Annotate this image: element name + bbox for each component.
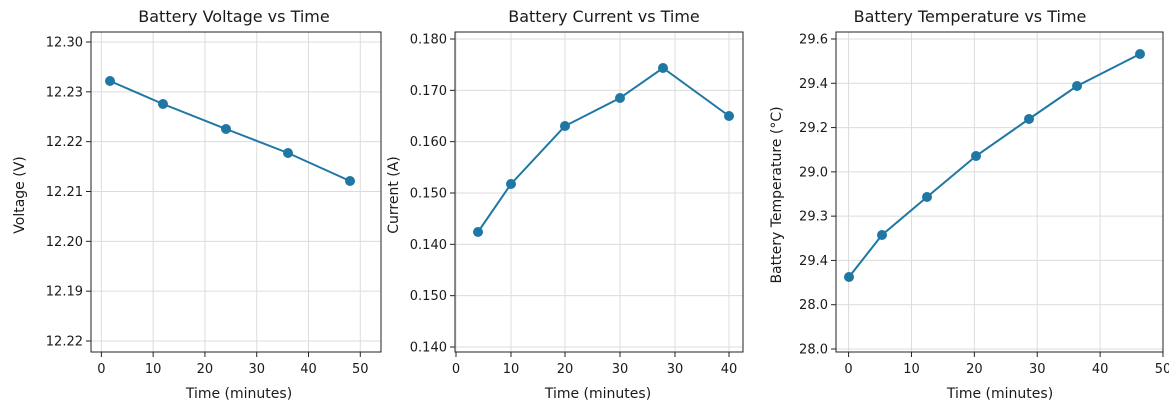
data-point xyxy=(877,230,887,240)
x-axis-label: Time (minutes) xyxy=(544,386,651,402)
x-tick-label: 10 xyxy=(503,362,520,377)
data-point xyxy=(473,227,483,237)
data-point xyxy=(560,121,570,131)
current-chart: Battery Current vs Time Time (minutes) C… xyxy=(386,7,744,402)
x-tick-label: 20 xyxy=(557,362,574,377)
y-tick-label: 0.180 xyxy=(410,33,447,48)
data-point xyxy=(506,179,516,189)
chart-title: Battery Current vs Time xyxy=(508,7,700,26)
x-tick-label: 30 xyxy=(612,362,629,377)
data-point xyxy=(658,63,668,73)
y-tick-label: 12.21 xyxy=(46,185,83,200)
data-point xyxy=(158,99,168,109)
x-tick-label: 10 xyxy=(903,362,920,377)
y-axis-label: Battery Temperature (°C) xyxy=(769,106,785,283)
y-tick-label: 0.140 xyxy=(410,238,447,253)
x-tick-label: 50 xyxy=(1155,362,1169,377)
data-point xyxy=(615,93,625,103)
x-axis-label: Time (minutes) xyxy=(185,386,292,402)
y-tick-label: 29.2 xyxy=(799,121,828,136)
chart-title: Battery Temperature vs Time xyxy=(854,7,1087,26)
y-tick-label: 29.6 xyxy=(799,33,828,48)
data-point xyxy=(105,76,115,86)
y-tick-label: 0.160 xyxy=(410,135,447,150)
x-tick-label: 30 xyxy=(1029,362,1046,377)
data-point xyxy=(1135,49,1145,59)
data-point xyxy=(724,111,734,121)
data-point xyxy=(922,192,932,202)
y-axis-label: Voltage (V) xyxy=(12,156,28,233)
y-tick-label: 0.170 xyxy=(410,84,447,99)
x-tick-label: 40 xyxy=(300,362,317,377)
x-tick-label: 50 xyxy=(352,362,369,377)
y-tick-label: 28.0 xyxy=(799,343,828,358)
x-tick-label: 30 xyxy=(667,362,684,377)
x-tick-label: 20 xyxy=(966,362,983,377)
x-tick-label: 40 xyxy=(721,362,738,377)
data-point xyxy=(844,272,854,282)
data-point xyxy=(221,124,231,134)
x-tick-label: 10 xyxy=(145,362,162,377)
data-point xyxy=(345,176,355,186)
y-axis-label: Current (A) xyxy=(386,156,402,234)
x-tick-label: 0 xyxy=(97,362,105,377)
y-tick-label: 29.3 xyxy=(799,210,828,225)
y-tick-label: 12.20 xyxy=(46,235,83,250)
data-point xyxy=(1072,81,1082,91)
data-point xyxy=(283,148,293,158)
x-tick-label: 0 xyxy=(844,362,852,377)
series-line xyxy=(477,66,730,233)
x-tick-label: 40 xyxy=(1092,362,1109,377)
y-tick-label: 12.19 xyxy=(46,285,83,300)
y-tick-label: 29.4 xyxy=(799,254,828,269)
y-tick-label: 28.0 xyxy=(799,298,828,313)
series-line xyxy=(848,53,1141,278)
y-tick-label: 12.23 xyxy=(46,85,83,100)
data-point xyxy=(1024,114,1034,124)
x-tick-label: 30 xyxy=(248,362,265,377)
y-tick-label: 29.4 xyxy=(799,77,828,92)
temperature-chart: Battery Temperature vs Time Time (minute… xyxy=(769,7,1169,402)
x-tick-label: 0 xyxy=(452,362,460,377)
y-tick-label: 0.150 xyxy=(410,289,447,304)
voltage-chart: Battery Voltage vs Time Time (minutes) V… xyxy=(12,7,382,402)
y-tick-label: 12.22 xyxy=(46,135,83,150)
data-point xyxy=(971,151,981,161)
x-axis-label: Time (minutes) xyxy=(946,386,1053,402)
plot-frame xyxy=(454,31,744,353)
y-tick-label: 0.150 xyxy=(410,187,447,202)
chart-title: Battery Voltage vs Time xyxy=(138,7,329,26)
y-tick-label: 12.22 xyxy=(46,335,83,350)
y-tick-label: 29.0 xyxy=(799,165,828,180)
plot-frame xyxy=(835,31,1164,353)
y-tick-label: 12.30 xyxy=(46,36,83,51)
y-tick-label: 0.140 xyxy=(410,341,447,356)
x-tick-label: 20 xyxy=(197,362,214,377)
